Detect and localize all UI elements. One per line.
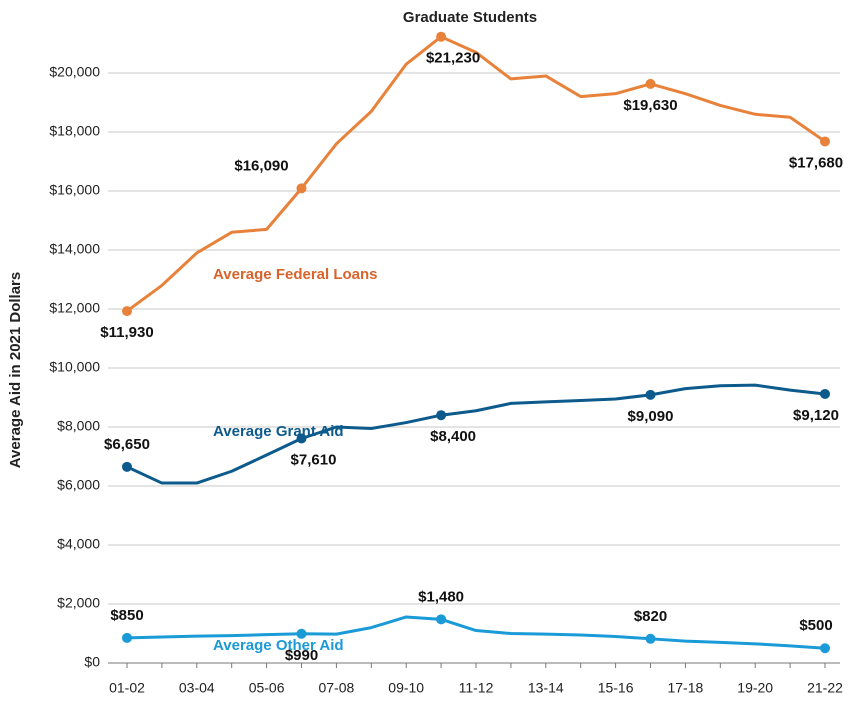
data-label: $990 [285,647,318,664]
y-tick-label: $18,000 [49,123,100,139]
data-label: $9,090 [628,408,674,425]
y-axis-label: Average Aid in 2021 Dollars [7,272,24,468]
data-label: $1,480 [418,588,464,605]
y-tick-label: $6,000 [57,477,100,493]
data-point [296,183,307,194]
data-point [820,136,830,147]
series-name: Average Other Aid [213,637,344,654]
series-line [126,383,826,485]
y-tick-label: $20,000 [49,64,100,80]
series-name: Average Federal Loans [213,266,378,283]
y-tick-label: $10,000 [49,359,100,375]
data-label: $8,400 [430,428,476,445]
data-label: $16,090 [234,157,288,174]
x-tick-label: 03-04 [179,680,215,696]
data-point [122,632,132,643]
data-label: $17,680 [789,154,843,171]
data-point [436,410,447,421]
y-tick-label: $14,000 [49,241,100,257]
x-tick-label: 17-18 [667,680,703,696]
data-point [122,306,132,317]
data-label: $21,230 [426,50,480,67]
data-label: $820 [634,608,667,625]
data-point [296,433,307,444]
data-label: $850 [110,607,143,624]
x-tick-label: 15-16 [598,680,634,696]
data-point [645,78,656,89]
data-point [122,461,132,472]
x-tick-label: 21-22 [807,680,843,696]
data-label: $500 [799,617,832,634]
y-tick-label: $0 [84,654,100,670]
y-tick-label: $8,000 [57,418,100,434]
y-tick-label: $16,000 [49,182,100,198]
data-point [436,614,447,625]
data-point [296,628,307,639]
data-point [436,31,447,42]
data-point [645,389,656,400]
series-line [126,615,826,650]
data-point [645,633,656,644]
x-tick-label: 09-10 [388,680,424,696]
chart-title: Graduate Students [403,9,537,26]
data-point [820,643,830,654]
x-tick-label: 13-14 [528,680,564,696]
data-label: $9,120 [793,407,839,424]
data-label: $19,630 [623,97,677,114]
x-tick-label: 19-20 [737,680,773,696]
data-label: $11,930 [100,324,153,341]
x-tick-label: 01-02 [109,680,145,696]
y-tick-label: $12,000 [49,300,100,316]
data-label: $7,610 [291,451,337,468]
x-tick-label: 05-06 [249,680,285,696]
y-tick-label: $2,000 [57,595,100,611]
y-tick-label: $4,000 [57,536,100,552]
data-point [820,388,830,399]
x-tick-label: 07-08 [318,680,354,696]
series-line [126,35,826,313]
series-name: Average Grant Aid [213,423,344,440]
data-label: $6,650 [104,436,150,453]
x-tick-label: 11-12 [459,680,494,696]
